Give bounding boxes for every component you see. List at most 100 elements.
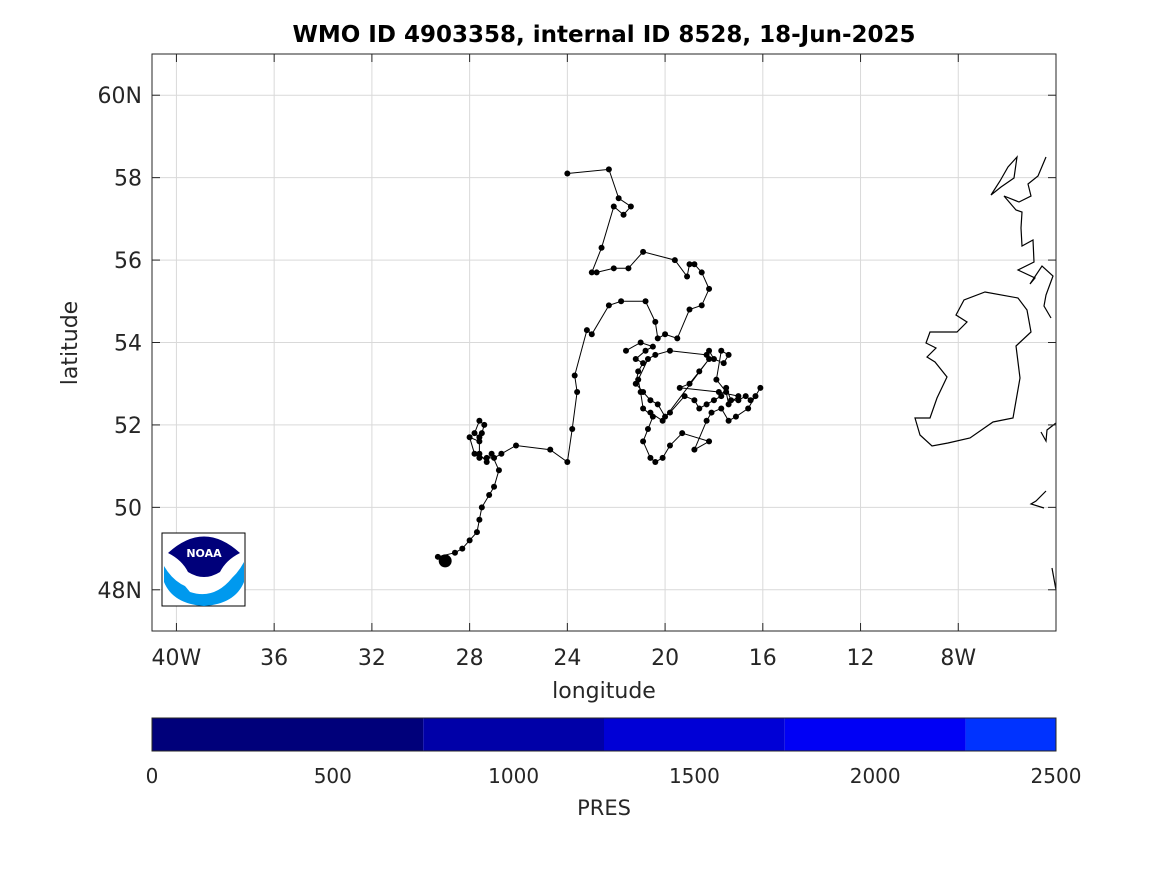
profile-point <box>513 442 520 449</box>
profile-point <box>466 537 473 544</box>
profile-point <box>710 397 717 404</box>
coastline-brittany <box>1051 567 1057 591</box>
logo-bottom-half <box>164 562 244 606</box>
profile-point <box>735 397 742 404</box>
profile-point <box>666 409 673 416</box>
profile-point <box>708 409 715 416</box>
profile-point <box>483 459 490 466</box>
profile-point <box>498 450 505 457</box>
colorbar-tick-label: 0 <box>146 764 159 788</box>
coastline-wales <box>1040 422 1057 443</box>
colorbar-label: PRES <box>577 796 631 820</box>
y-tick-label: 52 <box>114 414 142 439</box>
profile-point <box>483 454 490 461</box>
profile-point <box>654 401 661 408</box>
profile-point <box>547 446 554 453</box>
profile-point <box>647 409 654 416</box>
profile-point <box>635 368 642 375</box>
profile-point <box>684 273 691 280</box>
profile-point <box>627 203 634 210</box>
colorbar-tick-label: 2000 <box>850 764 901 788</box>
y-tick-label: 60N <box>98 84 142 109</box>
coastline-scotland <box>1003 156 1054 319</box>
profile-point <box>679 430 686 437</box>
profile-point <box>471 450 478 457</box>
figure-title: WMO ID 4903358, internal ID 8528, 18-Jun… <box>292 22 915 48</box>
y-axis-label: latitude <box>58 301 83 385</box>
x-tick-label: 16 <box>749 646 777 671</box>
profile-point <box>478 430 485 437</box>
profile-point <box>486 491 493 498</box>
y-tick-label: 48N <box>98 579 142 604</box>
profile-point <box>706 355 713 362</box>
profile-point <box>710 355 717 362</box>
profile-point <box>652 318 659 325</box>
profile-point <box>698 269 705 276</box>
profile-point <box>706 438 713 445</box>
profile-point <box>588 331 595 338</box>
colorbar-tick-label: 1000 <box>488 764 539 788</box>
coastline <box>914 155 1057 591</box>
profile-point <box>652 459 659 466</box>
profile-point <box>686 261 693 268</box>
profile-point <box>647 397 654 404</box>
profile-point <box>649 343 656 350</box>
profile-point <box>696 405 703 412</box>
x-tick-label: 36 <box>260 646 288 671</box>
profile-point <box>588 269 595 276</box>
coastline-hebrides <box>990 155 1018 196</box>
logo-gull-icon <box>180 578 232 595</box>
profile-point <box>476 417 483 424</box>
profile-point <box>625 265 632 272</box>
profile-point <box>642 347 649 354</box>
profile-point <box>564 170 571 177</box>
colorbar: 0 500 1000 1500 2000 2500 PRES <box>146 717 1081 820</box>
profile-point <box>459 545 466 552</box>
colorbar-tick-label: 500 <box>314 764 352 788</box>
profile-point <box>618 298 625 305</box>
profile-point <box>671 257 678 264</box>
profile-point <box>666 442 673 449</box>
map-axes: 40W 36 32 28 24 20 16 12 8W 48N 50 52 54 56 58 60N lon… <box>58 53 1057 704</box>
profile-point <box>491 483 498 490</box>
profile-point <box>686 306 693 313</box>
profile-point <box>652 351 659 358</box>
start-position-marker <box>438 554 452 568</box>
profile-point <box>605 302 612 309</box>
profile-point <box>564 459 571 466</box>
profile-point <box>691 446 698 453</box>
profile-point <box>747 397 754 404</box>
profile-point <box>637 339 644 346</box>
profile-point <box>466 434 473 441</box>
profile-point <box>703 417 710 424</box>
profile-point <box>725 401 732 408</box>
profile-point <box>571 372 578 379</box>
profile-point <box>752 393 759 400</box>
profile-point <box>640 360 647 367</box>
profile-point <box>476 438 483 445</box>
y-tick-label: 58 <box>114 167 142 192</box>
profile-point <box>681 393 688 400</box>
profile-point <box>640 248 647 255</box>
colorbar-band <box>604 718 785 751</box>
profile-point <box>715 388 722 395</box>
profile-point <box>637 388 644 395</box>
profile-point <box>718 347 725 354</box>
profile-point <box>735 393 742 400</box>
profile-point <box>723 388 730 395</box>
profile-point <box>593 269 600 276</box>
colorbar-band <box>152 718 424 751</box>
profile-point <box>451 549 458 556</box>
profile-point <box>659 417 666 424</box>
profile-point <box>642 298 649 305</box>
profile-point <box>742 393 749 400</box>
profile-point <box>666 347 673 354</box>
profile-point <box>622 347 629 354</box>
x-tick-label: 28 <box>456 646 484 671</box>
profile-point <box>691 397 698 404</box>
profile-point <box>605 166 612 173</box>
profile-point <box>476 454 483 461</box>
x-axis-ticks: 40W 36 32 28 24 20 16 12 8W <box>152 54 976 671</box>
profile-point <box>632 355 639 362</box>
